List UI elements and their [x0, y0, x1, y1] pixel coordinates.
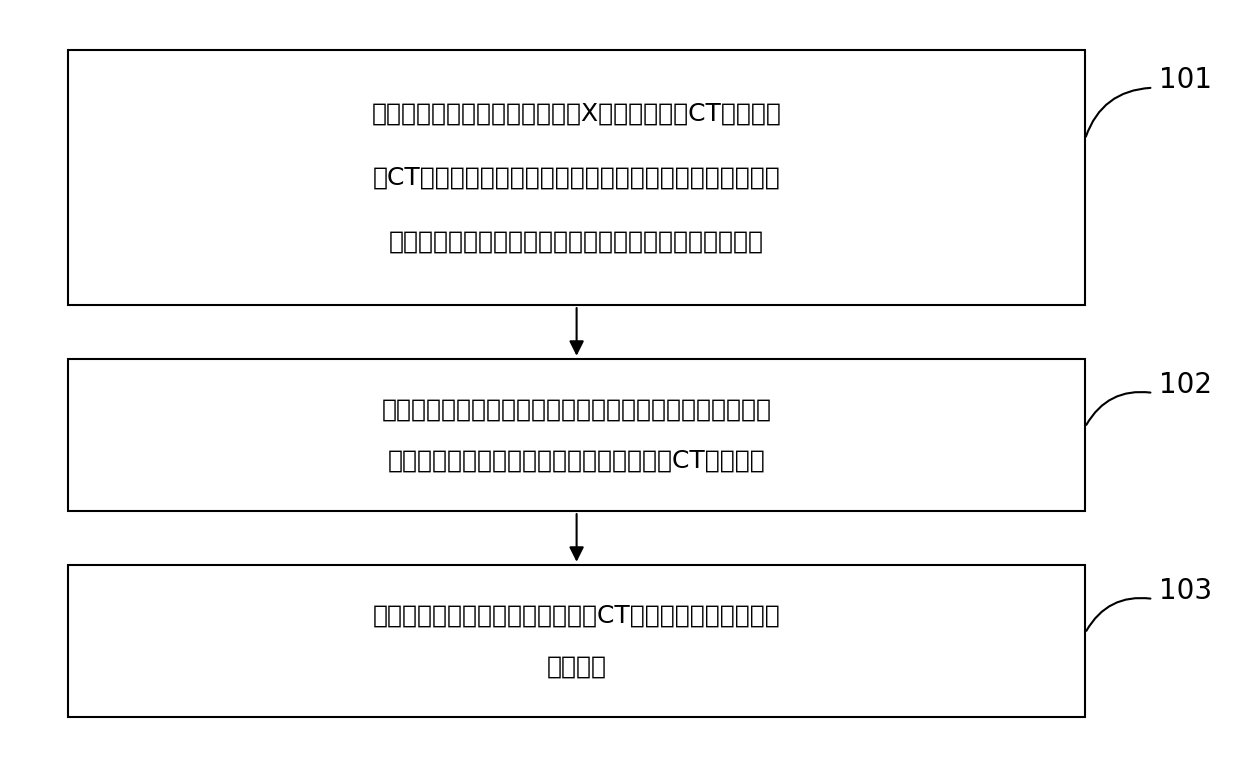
Text: 101: 101	[1159, 66, 1213, 94]
Text: 获取碳酸盐岩样本的电子计算机X射线断层扫描CT图像，并: 获取碳酸盐岩样本的电子计算机X射线断层扫描CT图像，并	[372, 101, 781, 125]
Text: 103: 103	[1159, 578, 1213, 605]
Text: 为孔隙度: 为孔隙度	[547, 655, 606, 678]
Text: 数和颗粒的像素数计算所述碳酸盐岩样本的CT图像面积: 数和颗粒的像素数计算所述碳酸盐岩样本的CT图像面积	[388, 449, 765, 472]
Text: 将孔隙的总面积与碳酸盐岩样本的CT图像面积的比值，确定: 将孔隙的总面积与碳酸盐岩样本的CT图像面积的比值，确定	[373, 604, 780, 627]
Text: 对CT图像进行二值化处理，经二值化处理的图像中碳酸盐岩: 对CT图像进行二值化处理，经二值化处理的图像中碳酸盐岩	[373, 166, 780, 189]
Text: 根据孔隙的像素数计算所有孔隙的总面积，根据孔隙的像素: 根据孔隙的像素数计算所有孔隙的总面积，根据孔隙的像素	[382, 398, 771, 421]
Text: 102: 102	[1159, 372, 1213, 399]
Bar	[68, 50, 1085, 305]
Bar	[68, 359, 1085, 511]
Text: 样本的孔隙的像素数与碳酸盐岩样本的颗粒的像素数不同: 样本的孔隙的像素数与碳酸盐岩样本的颗粒的像素数不同	[389, 230, 764, 253]
Bar	[68, 565, 1085, 717]
